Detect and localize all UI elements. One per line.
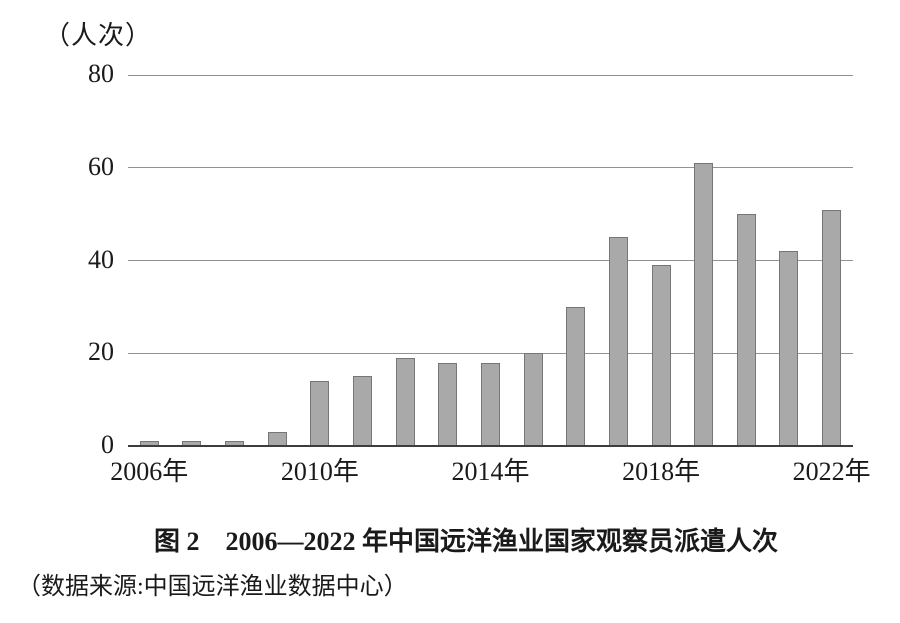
y-tick-label-60: 60 <box>88 151 114 181</box>
gridline-40 <box>128 260 853 261</box>
bar-2016 <box>566 306 586 446</box>
bar-slot-2022 <box>810 75 853 446</box>
bar-2012 <box>395 357 415 446</box>
x-tick-label-2010: 2010年 <box>280 457 359 486</box>
bar-2007 <box>182 441 202 446</box>
bar-slot-2008 <box>213 75 256 446</box>
gridline-60 <box>128 167 853 169</box>
bar-slot-2007 <box>171 75 214 446</box>
bar-slot-2019 <box>682 75 725 446</box>
bar-2011 <box>353 376 373 446</box>
bar-2019 <box>694 163 714 446</box>
bar-slot-2009 <box>256 75 299 446</box>
bar-slot-2013 <box>426 75 469 446</box>
bar-slot-2012 <box>384 75 427 446</box>
gridline-20 <box>128 352 853 354</box>
bar-2014 <box>480 362 500 446</box>
figure-caption: 图 2 2006—2022 年中国远洋渔业国家观察员派遣人次 <box>153 527 778 556</box>
y-tick-label-40: 40 <box>88 244 114 274</box>
bar-slot-2016 <box>554 75 597 446</box>
bar-slot-2010 <box>299 75 342 446</box>
bar-slot-2014 <box>469 75 512 446</box>
plot-area <box>128 74 853 447</box>
y-tick-label-0: 0 <box>101 429 114 459</box>
y-axis-unit-label: （人次） <box>44 21 153 50</box>
data-source-note: （数据来源:中国远洋渔业数据中心） <box>17 574 408 600</box>
bar-2009 <box>267 432 287 446</box>
y-tick-label-20: 20 <box>88 337 114 367</box>
bar-2020 <box>736 214 756 446</box>
x-tick-label-2006: 2006年 <box>110 457 189 486</box>
gridline-80 <box>128 74 853 76</box>
bar-2022 <box>822 209 842 446</box>
bar-2021 <box>779 251 799 446</box>
bar-2018 <box>651 265 671 446</box>
bar-2015 <box>523 353 543 446</box>
bar-slot-2021 <box>768 75 811 446</box>
x-tick-label-2014: 2014年 <box>451 457 530 486</box>
x-axis-line <box>128 445 853 447</box>
bar-slot-2006 <box>128 75 171 446</box>
bar-2008 <box>225 441 245 446</box>
bar-2017 <box>608 237 628 446</box>
bar-slot-2011 <box>341 75 384 446</box>
bar-slot-2015 <box>512 75 555 446</box>
bar-2013 <box>438 362 458 446</box>
y-tick-label-80: 80 <box>88 58 114 88</box>
bar-2006 <box>139 441 159 446</box>
x-tick-label-2022: 2022年 <box>792 457 871 486</box>
x-tick-label-2018: 2018年 <box>622 457 701 486</box>
bar-slot-2020 <box>725 75 768 446</box>
bar-slot-2018 <box>640 75 683 446</box>
bar-series <box>128 75 853 446</box>
bar-2010 <box>310 381 330 446</box>
bar-slot-2017 <box>597 75 640 446</box>
